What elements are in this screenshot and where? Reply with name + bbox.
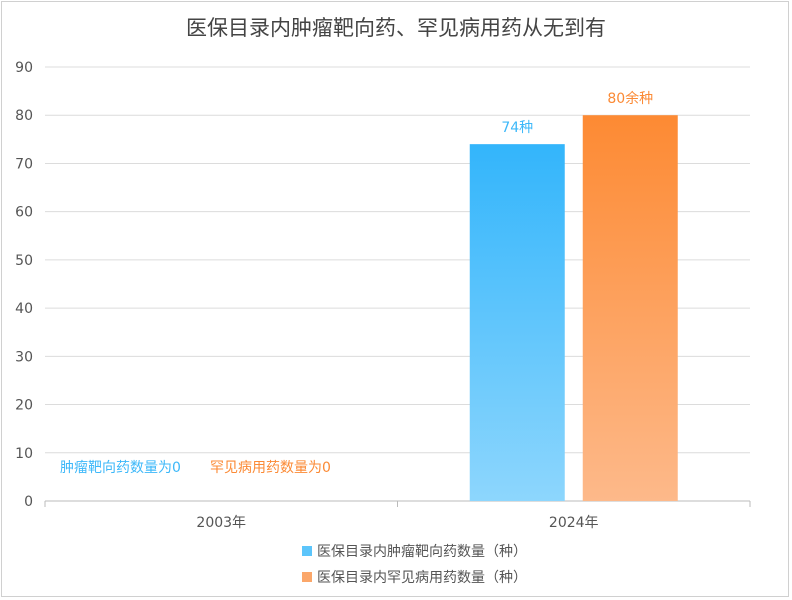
y-tick-label: 80	[15, 108, 33, 124]
y-tick-label: 10	[15, 446, 33, 462]
y-tick-label: 40	[15, 301, 33, 317]
y-tick-label: 30	[15, 349, 33, 365]
y-tick-label: 60	[15, 205, 33, 221]
legend-label: 医保目录内肿瘤靶向药数量（种）	[317, 544, 527, 560]
y-tick-label: 50	[15, 253, 33, 269]
bar	[469, 144, 565, 501]
y-tick-label: 0	[24, 494, 33, 510]
legend-swatch	[302, 572, 312, 582]
y-tick-label: 20	[15, 398, 33, 414]
y-tick-label: 90	[15, 60, 33, 76]
bar	[582, 115, 678, 501]
legend-label: 医保目录内罕见病用药数量（种）	[317, 570, 527, 586]
x-tick-label: 2024年	[549, 515, 599, 531]
data-label: 肿瘤靶向药数量为0	[60, 459, 181, 476]
legend-item-rare-disease: 医保目录内罕见病用药数量（种）	[302, 567, 527, 587]
y-tick-label: 70	[15, 156, 33, 172]
data-label: 74种	[501, 120, 533, 136]
legend-swatch	[302, 546, 312, 556]
data-label: 80余种	[607, 90, 653, 107]
x-tick-label: 2003年	[196, 515, 246, 531]
data-label: 罕见病用药数量为0	[210, 460, 331, 476]
legend-item-oncology: 医保目录内肿瘤靶向药数量（种）	[302, 541, 527, 561]
chart-title: 医保目录内肿瘤靶向药、罕见病用药从无到有	[186, 16, 606, 40]
